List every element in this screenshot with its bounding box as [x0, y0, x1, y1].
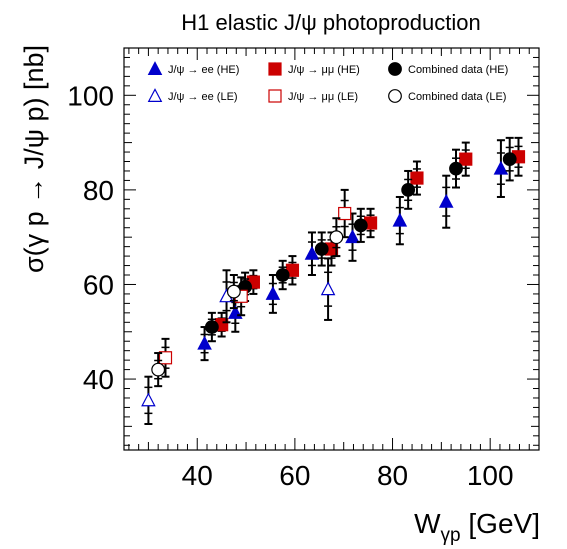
circle-marker — [449, 161, 463, 176]
series — [197, 139, 509, 362]
triangle-marker — [493, 160, 509, 175]
data-point — [449, 148, 463, 189]
square-marker — [268, 62, 282, 76]
square-marker — [459, 152, 473, 166]
data-point — [320, 257, 336, 321]
series — [141, 257, 336, 425]
circle-marker — [314, 242, 329, 256]
legend: J/ψ → ee (HE) J/ψ → μμ (HE) Combined data … — [147, 61, 508, 103]
x-axis-label-unit: [GeV] — [461, 508, 540, 539]
y-axis-label: σ(γ p → J/ψ p) [nb] — [19, 45, 49, 273]
data-point — [151, 352, 166, 388]
y-tick-label: 40 — [83, 364, 114, 395]
triangle-marker — [197, 335, 212, 350]
plot-frame — [123, 47, 540, 451]
circle-marker — [226, 284, 241, 299]
x-axis-label: Wγp [GeV] — [414, 508, 540, 546]
legend-item: Combined data (HE) — [388, 62, 508, 76]
circle-marker — [388, 89, 402, 103]
circle-marker — [329, 230, 344, 245]
data-point — [314, 231, 329, 267]
legend-label: J/ψ → ee (LE) — [168, 91, 238, 103]
circle-marker — [353, 218, 368, 233]
data-point — [493, 139, 509, 198]
legend-label: J/ψ → μμ (HE) — [288, 64, 360, 76]
plot-area-border — [123, 47, 540, 451]
square-marker — [158, 351, 173, 365]
data-point — [438, 174, 454, 229]
triangle-marker — [147, 61, 163, 76]
circle-marker — [502, 152, 517, 167]
x-axis-label-main: W — [414, 508, 441, 539]
legend-label: J/ψ → μμ (LE) — [288, 91, 358, 103]
data-point — [392, 195, 408, 246]
legend-item: J/ψ → ee (HE) — [147, 61, 239, 76]
data-point — [197, 326, 212, 362]
data-point — [353, 207, 368, 243]
series — [151, 217, 344, 388]
triangle-marker — [345, 229, 360, 244]
data-point — [226, 274, 241, 310]
legend-item: J/ψ → μμ (HE) — [268, 62, 360, 76]
data-point — [141, 375, 156, 425]
legend-item: J/ψ → ee (LE) — [147, 88, 238, 103]
circle-marker — [388, 62, 402, 76]
legend-label: J/ψ → ee (HE) — [168, 64, 239, 76]
triangle-marker — [141, 392, 156, 407]
circle-marker — [275, 268, 290, 282]
legend-label: Combined data (LE) — [408, 91, 506, 103]
data-point — [338, 188, 352, 239]
chart-title: H1 elastic J/ψ photoproduction — [181, 10, 480, 35]
y-tick-label: 80 — [83, 175, 114, 206]
legend-item: Combined data (LE) — [388, 89, 506, 103]
triangle-marker — [265, 286, 281, 300]
circle-marker — [151, 362, 166, 377]
data-point — [275, 259, 290, 291]
square-marker — [338, 206, 352, 221]
data-point — [285, 255, 300, 286]
square-marker — [268, 89, 282, 103]
data-point — [502, 136, 517, 182]
data-point — [265, 274, 281, 314]
data-point — [304, 231, 320, 277]
x-tick-label: 80 — [377, 460, 408, 491]
triangle-marker — [320, 281, 336, 296]
data-point — [219, 269, 234, 324]
data-point — [459, 141, 473, 177]
triangle-marker — [438, 193, 454, 208]
x-tick-label: 60 — [279, 460, 310, 491]
circle-marker — [204, 320, 219, 334]
y-tick-label: 60 — [83, 269, 114, 300]
legend-label: Combined data (HE) — [408, 64, 508, 76]
axis-tick-labels: 40 60 80 100 40 60 80 100 — [67, 80, 513, 491]
legend-item: J/ψ → μμ (LE) — [268, 89, 358, 103]
triangle-marker — [304, 245, 320, 260]
series — [204, 136, 517, 343]
series — [158, 188, 352, 378]
triangle-marker — [392, 212, 408, 227]
data-point — [329, 217, 344, 258]
y-tick-label: 100 — [67, 80, 114, 111]
series — [215, 136, 526, 338]
data-point — [401, 169, 416, 210]
triangle-marker — [147, 88, 163, 103]
square-marker — [410, 171, 424, 185]
x-tick-label: 100 — [467, 460, 514, 491]
x-axis-label-subscript: γp — [441, 525, 461, 546]
circle-marker — [401, 182, 416, 197]
data-point — [204, 311, 219, 343]
data-points — [141, 136, 526, 425]
axis-ticks — [124, 47, 540, 450]
x-tick-label: 40 — [182, 460, 213, 491]
data-point — [158, 337, 173, 378]
